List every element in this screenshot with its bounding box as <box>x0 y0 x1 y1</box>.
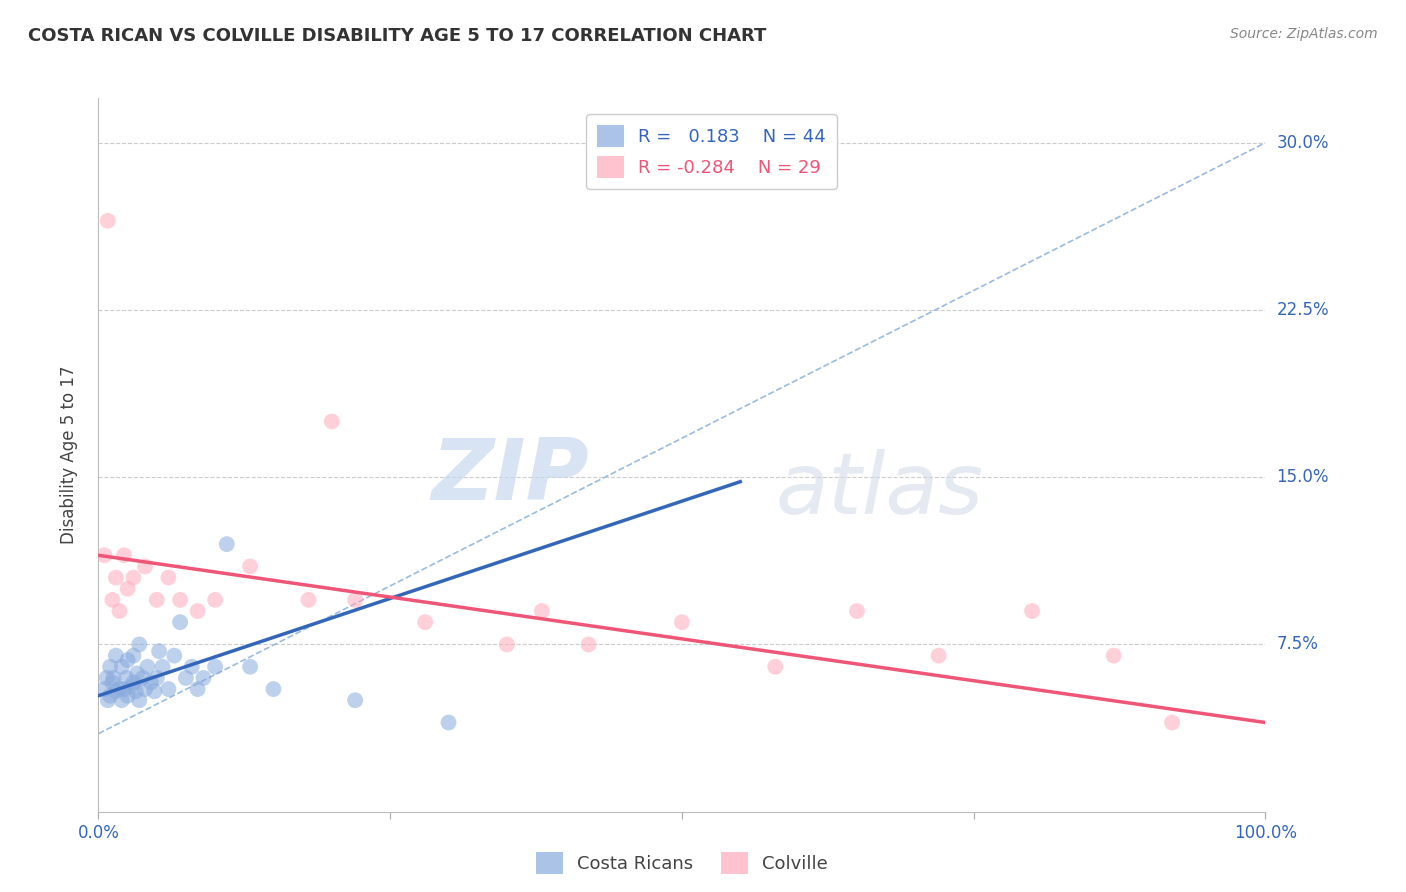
Text: 30.0%: 30.0% <box>1277 134 1329 152</box>
Point <box>262 681 284 696</box>
Point <box>117 582 139 596</box>
Point <box>122 648 145 663</box>
Point <box>530 604 553 618</box>
Point <box>204 660 226 674</box>
Text: atlas: atlas <box>775 449 983 533</box>
Point <box>671 615 693 630</box>
Point <box>148 644 170 658</box>
Point <box>139 675 162 690</box>
Point <box>98 689 121 703</box>
Point <box>146 592 169 607</box>
Point <box>321 414 343 429</box>
Point <box>1102 648 1125 663</box>
Point <box>180 660 202 674</box>
Point <box>122 571 145 585</box>
Point <box>187 604 209 618</box>
Point <box>193 671 215 685</box>
Point <box>108 681 131 696</box>
Point <box>239 660 262 674</box>
Point <box>103 671 125 685</box>
Text: ZIP: ZIP <box>430 434 589 518</box>
Point <box>104 571 127 585</box>
Point <box>204 592 226 607</box>
Text: COSTA RICAN VS COLVILLE DISABILITY AGE 5 TO 17 CORRELATION CHART: COSTA RICAN VS COLVILLE DISABILITY AGE 5… <box>28 27 766 45</box>
Point <box>169 615 191 630</box>
Point <box>93 681 115 696</box>
Point <box>108 604 131 618</box>
Point <box>111 660 134 674</box>
Point <box>101 675 124 690</box>
Point <box>169 592 191 607</box>
Point <box>1161 715 1184 730</box>
Point <box>97 213 120 227</box>
Point <box>104 684 127 698</box>
Point <box>495 637 517 651</box>
Point <box>125 666 148 681</box>
Point <box>152 660 174 674</box>
Point <box>928 648 950 663</box>
Point <box>122 675 145 690</box>
Point <box>157 681 180 696</box>
Point <box>112 681 135 696</box>
Point <box>120 680 142 694</box>
Point <box>763 660 786 674</box>
Text: Source: ZipAtlas.com: Source: ZipAtlas.com <box>1230 27 1378 41</box>
Text: 15.0%: 15.0% <box>1277 468 1329 486</box>
Point <box>111 693 134 707</box>
Point <box>344 592 367 607</box>
Point <box>146 671 169 685</box>
Point <box>1021 604 1043 618</box>
Point <box>117 653 139 667</box>
Point <box>93 548 115 563</box>
Point <box>344 693 367 707</box>
Point <box>174 671 197 685</box>
Point <box>104 648 127 663</box>
Point <box>297 592 319 607</box>
Text: 7.5%: 7.5% <box>1277 635 1319 654</box>
Point <box>134 681 156 696</box>
Point <box>96 671 118 685</box>
Point <box>115 671 138 685</box>
Point <box>163 648 186 663</box>
Point <box>437 715 460 730</box>
Point <box>215 537 238 551</box>
Point <box>578 637 600 651</box>
Point <box>239 559 262 574</box>
Point <box>413 615 436 630</box>
Point <box>143 684 166 698</box>
Point <box>136 660 159 674</box>
Point <box>128 637 150 651</box>
Point <box>134 559 156 574</box>
Point <box>112 548 135 563</box>
Point <box>187 681 209 696</box>
Text: 22.5%: 22.5% <box>1277 301 1329 319</box>
Point <box>97 693 120 707</box>
Point <box>117 689 139 703</box>
Y-axis label: Disability Age 5 to 17: Disability Age 5 to 17 <box>59 366 77 544</box>
Point <box>132 671 155 685</box>
Legend: Costa Ricans, Colville: Costa Ricans, Colville <box>529 845 835 881</box>
Point <box>845 604 868 618</box>
Point <box>98 660 121 674</box>
Point <box>157 571 180 585</box>
Point <box>128 693 150 707</box>
Point <box>125 684 148 698</box>
Point <box>101 592 124 607</box>
